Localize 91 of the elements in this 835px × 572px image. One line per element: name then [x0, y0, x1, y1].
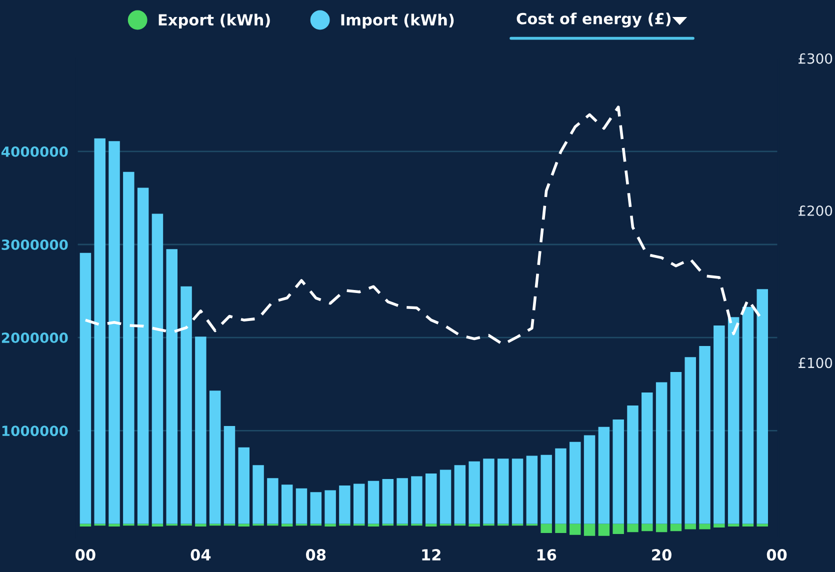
bar	[123, 172, 134, 524]
bar	[656, 524, 668, 532]
legend-label: Export (kWh)	[158, 14, 270, 29]
bar	[324, 524, 336, 527]
bar	[281, 524, 293, 527]
bar	[339, 486, 350, 524]
bar	[598, 524, 610, 536]
x-tick-label: 00	[766, 549, 787, 561]
bar	[152, 214, 164, 524]
bar	[368, 480, 380, 524]
bar	[440, 470, 452, 524]
bar	[627, 524, 638, 532]
bar	[426, 473, 437, 524]
bar	[195, 524, 206, 527]
bar	[714, 524, 725, 528]
bar	[454, 465, 466, 524]
legend-label: Import (kWh)	[341, 14, 454, 29]
bar	[238, 447, 250, 524]
bar	[598, 426, 610, 524]
bar	[642, 392, 653, 524]
x-tick-label: 16	[537, 549, 556, 561]
bar	[396, 478, 408, 524]
x-tick-label: 04	[190, 549, 211, 561]
bar	[684, 524, 696, 530]
bar	[627, 406, 638, 524]
y2-axis-title: Cost of energy (£)	[516, 12, 671, 28]
y-tick-label: 2000000	[2, 332, 68, 344]
bar	[310, 492, 322, 524]
y2-tick-label: £100	[798, 358, 832, 368]
bar	[512, 458, 524, 524]
bar	[540, 524, 552, 534]
bar	[108, 524, 120, 527]
bar	[612, 524, 624, 534]
bar	[699, 524, 710, 530]
bar	[642, 524, 653, 532]
bar	[728, 524, 740, 527]
bar	[281, 484, 293, 524]
bar	[411, 476, 422, 524]
y-tick-label: 1000000	[2, 426, 68, 436]
bar	[756, 524, 768, 527]
bar	[670, 524, 682, 532]
bar	[570, 442, 581, 524]
y-tick-label: 4000000	[1, 146, 68, 157]
bar	[80, 252, 92, 524]
bar	[570, 524, 581, 535]
bar	[180, 286, 192, 524]
bar	[670, 372, 682, 524]
x-tick-label: 08	[306, 549, 326, 561]
x-tick-label: 12	[422, 549, 440, 560]
bar	[526, 456, 538, 524]
bar	[137, 188, 149, 524]
bar	[353, 484, 365, 524]
bar	[166, 249, 178, 524]
bar	[612, 419, 624, 524]
bar	[699, 346, 710, 524]
bar	[540, 454, 552, 524]
bar	[468, 461, 480, 524]
bar	[195, 336, 206, 524]
bar	[80, 524, 92, 527]
bar	[714, 325, 725, 524]
bar	[742, 306, 754, 524]
bar	[224, 426, 236, 524]
bar	[426, 524, 437, 527]
bar	[296, 488, 308, 524]
bar	[656, 382, 668, 524]
bar	[584, 524, 596, 536]
x-tick-label: 20	[652, 549, 672, 561]
bar	[94, 138, 106, 524]
bar	[555, 448, 566, 524]
bar	[555, 524, 566, 534]
bar	[267, 478, 278, 524]
bar	[252, 465, 264, 524]
bar	[468, 524, 480, 527]
bar	[756, 289, 768, 524]
bar	[728, 317, 740, 524]
y2-tick-label: £300	[798, 53, 832, 64]
bar	[584, 435, 596, 524]
bar	[382, 479, 394, 524]
bar	[742, 524, 754, 527]
bar	[108, 141, 120, 524]
x-tick-label: 00	[76, 549, 96, 561]
bar	[368, 524, 380, 527]
y2-tick-label: £200	[798, 205, 832, 216]
bar	[498, 458, 509, 524]
bar	[152, 524, 164, 527]
y-tick-label: 3000000	[2, 239, 68, 250]
bar	[238, 524, 250, 527]
bar	[324, 490, 336, 524]
bar	[209, 390, 221, 524]
bar	[483, 458, 494, 524]
bar	[684, 357, 696, 524]
